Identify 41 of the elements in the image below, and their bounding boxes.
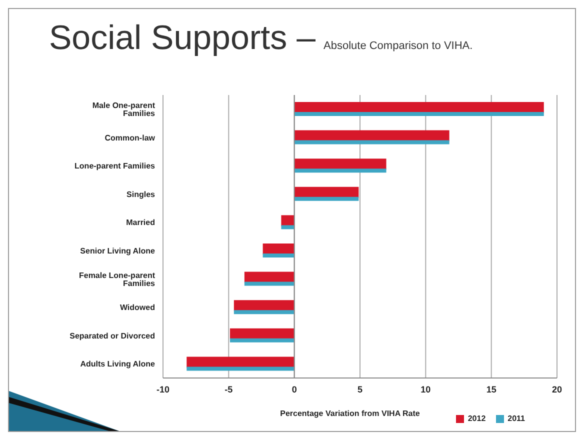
bar xyxy=(294,168,386,173)
bar xyxy=(244,282,294,286)
y-tick-label: Adults Living Alone xyxy=(80,360,156,369)
bar xyxy=(230,328,294,340)
chart-subtitle: Absolute Comparison to VIHA. xyxy=(324,40,473,52)
x-tick-label: 10 xyxy=(420,384,431,394)
bar xyxy=(281,215,294,226)
bar xyxy=(281,225,294,230)
x-tick-label: 0 xyxy=(292,384,297,394)
x-tick-label: 5 xyxy=(357,384,363,394)
y-tick-label: Female Lone-parent Families xyxy=(78,270,156,288)
y-tick-label: Separated or Divorced xyxy=(70,331,156,340)
bar xyxy=(262,254,294,258)
y-tick-label: Lone-parent Families xyxy=(74,162,156,171)
chart-title: Social Supports – xyxy=(49,19,316,57)
x-tick-label: -5 xyxy=(224,384,233,394)
bar xyxy=(186,356,294,368)
legend-label: 2012 xyxy=(468,414,486,423)
x-tick-label: 20 xyxy=(552,384,562,394)
x-axis-title: Percentage Variation from VIHA Rate xyxy=(280,409,420,418)
y-tick-label: Singles xyxy=(126,190,156,199)
bar xyxy=(294,102,544,113)
y-tick-label: Senior Living Alone xyxy=(80,246,156,256)
bar xyxy=(294,130,450,142)
x-tick-label: 15 xyxy=(486,384,496,394)
y-tick-label: Married xyxy=(126,218,156,228)
bar xyxy=(294,158,386,170)
legend-label: 2011 xyxy=(508,414,525,423)
bar xyxy=(234,300,294,312)
bar xyxy=(294,112,544,116)
bar xyxy=(234,310,294,314)
y-tick-label: Widowed xyxy=(120,303,156,312)
bar xyxy=(186,366,294,371)
x-tick-label: -10 xyxy=(156,384,170,394)
bar xyxy=(294,140,450,144)
bar xyxy=(294,196,359,201)
bar xyxy=(244,272,294,283)
bar xyxy=(294,186,359,198)
y-tick-label: Common-law xyxy=(104,133,156,142)
bar xyxy=(230,338,294,342)
y-tick-label: Male One-parent Families xyxy=(92,100,156,118)
